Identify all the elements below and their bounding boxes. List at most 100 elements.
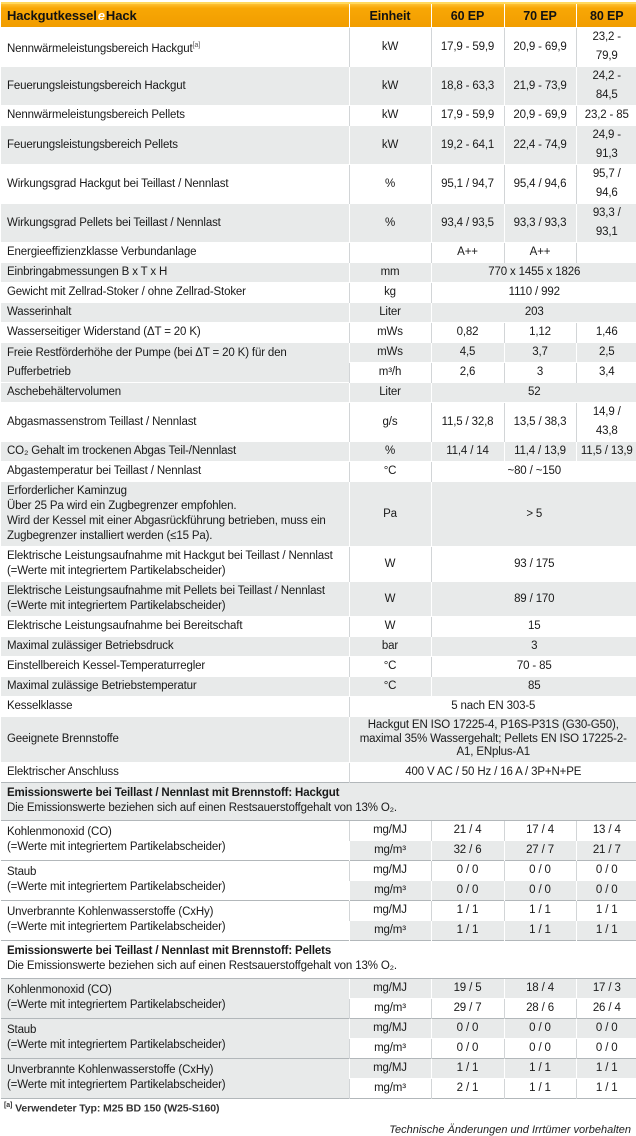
value-cell: 20,9 - 69,9 — [503, 27, 576, 67]
unit-cell: bar — [348, 636, 431, 657]
value-cell: 13,5 / 38,3 — [503, 402, 576, 442]
value-cell: 203 — [430, 302, 636, 323]
row-label: CO₂ Gehalt im trockenen Abgas Teil-/Nenn… — [1, 441, 349, 462]
row-label: Freie Restförderhöhe der Pumpe (bei ΔT =… — [1, 342, 349, 383]
value-cell: 11,4 / 14 — [430, 441, 504, 462]
value-cell: 13 / 4 — [575, 819, 636, 840]
value-cell: 1 / 1 — [503, 1057, 576, 1078]
table-row: CO₂ Gehalt im trockenen Abgas Teil-/Nenn… — [1, 441, 636, 462]
row-label: Wirkungsgrad Pellets bei Teillast / Nenn… — [1, 203, 349, 243]
value-cell: 1 / 1 — [503, 919, 576, 940]
value-cell: 0,82 — [430, 322, 504, 343]
table-row: Abgastemperatur bei Teillast / Nennlast °… — [1, 461, 636, 482]
table-row: Wirkungsgrad Pellets bei Teillast / Nenn… — [1, 203, 636, 243]
value-cell: 11,4 / 13,9 — [503, 441, 576, 462]
unit-cell: Liter — [348, 302, 431, 323]
table-row: Unverbrannte Kohlenwasserstoffe (CxHy) (=… — [1, 899, 636, 940]
title-accent-e: e — [97, 8, 105, 23]
row-label: Feuerungsleistungsbereich Hackgut — [1, 66, 349, 106]
table-row: Nennwärmeleistungsbereich Pellets kW 17,9 … — [1, 105, 636, 126]
value-cell: 93,4 / 93,5 — [430, 203, 504, 243]
value-cell: A++ — [503, 242, 576, 263]
row-label-text: Abgasmassenstrom Teillast / Nennlast — [7, 415, 197, 428]
row-label: Staub (=Werte mit integriertem Partikelab… — [1, 859, 349, 900]
value-cell: 28 / 6 — [503, 997, 576, 1018]
table-row: Maximal zulässiger Betriebsdruck bar 3 — [1, 636, 636, 657]
table-row: Wirkungsgrad Hackgut bei Teillast / Nenn… — [1, 164, 636, 204]
value-cell: 24,2 - 84,5 — [575, 66, 636, 106]
row-label-text: Nennwärmeleistungsbereich Pellets — [7, 109, 185, 121]
unit-cell: g/s — [348, 402, 431, 442]
row-label-text: Wirkungsgrad Hackgut bei Teillast / Nenn… — [7, 177, 229, 190]
value-cell: 18,8 - 63,3 — [430, 66, 504, 106]
table-row: Abgasmassenstrom Teillast / Nennlast g/s 1… — [1, 402, 636, 442]
table-row: Elektrische Leistungsaufnahme bei Bereit… — [1, 616, 636, 637]
row-label-text: Gewicht mit Zellrad-Stoker / ohne Zellra… — [7, 286, 246, 298]
value-cell: 11,5 / 13,9 — [575, 441, 636, 462]
table-row: Freie Restförderhöhe der Pumpe (bei ΔT =… — [1, 342, 636, 383]
value-cell: 0 / 0 — [503, 859, 576, 880]
value-cell: 1 / 1 — [503, 1077, 576, 1098]
row-label-text: Kohlenmonoxid (CO) — [7, 984, 112, 996]
table-row: Geeignete Brennstoffe Hackgut EN ISO 1722… — [1, 716, 636, 762]
value-cell: 93,3 / 93,3 — [503, 203, 576, 243]
table-row: Kohlenmonoxid (CO) (=Werte mit integriert… — [1, 977, 636, 1018]
value-cell: 1,46 — [575, 322, 636, 343]
row-label-text: Erforderlicher Kaminzug Über 25 Pa wird … — [7, 485, 326, 542]
row-label: Nennwärmeleistungsbereich Hackgut[a] — [1, 27, 349, 67]
value-cell: 0 / 0 — [430, 879, 504, 900]
title-prefix: Hackgutkessel — [7, 8, 97, 23]
unit-cell: mg/MJ — [348, 859, 431, 880]
unit-cell: mg/m³ — [348, 919, 431, 940]
value-cell: 22,4 - 74,9 — [503, 125, 576, 165]
column-header-80ep: 80 EP — [575, 2, 636, 28]
unit-cell: kW — [348, 105, 431, 126]
value-cell: 1 / 1 — [430, 899, 504, 920]
row-label-note: (=Werte mit integriertem Partikelabschei… — [7, 1079, 226, 1091]
row-label: Elektrischer Anschluss — [1, 761, 349, 782]
value-cell: 3,4 — [575, 362, 636, 383]
value-cell: 27 / 7 — [503, 839, 576, 860]
row-label-note: (=Werte mit integriertem Partikelabschei… — [7, 1039, 226, 1051]
section-title: Emissionswerte bei Teillast / Nennlast m… — [7, 786, 340, 799]
spec-table: HackgutkesseleHack Einheit 60 EP 70 EP 8… — [1, 2, 636, 1099]
table-header: HackgutkesseleHack Einheit 60 EP 70 EP 8… — [1, 2, 636, 28]
table-row: Feuerungsleistungsbereich Pellets kW 19,2 … — [1, 125, 636, 165]
unit-cell: mg/MJ — [348, 977, 431, 998]
value-cell: 0 / 0 — [575, 1037, 636, 1058]
value-cell: 85 — [430, 676, 636, 697]
table-row: mg/m³ 32 / 6 27 / 7 21 / 7 — [1, 839, 636, 860]
value-cell: 32 / 6 — [430, 839, 504, 860]
value-cell: A++ — [430, 242, 504, 263]
table-row: Unverbrannte Kohlenwasserstoffe (CxHy) (=… — [1, 1057, 636, 1098]
section-title: Emissionswerte bei Teillast / Nennlast m… — [7, 944, 332, 957]
row-label-text: Freie Restförderhöhe der Pumpe (bei ΔT =… — [7, 346, 287, 378]
row-label: Energieeffizienzklasse Verbundanlage — [1, 242, 349, 263]
section-subtitle: Die Emissionswerte beziehen sich auf ein… — [7, 960, 397, 972]
unit-cell: m³/h — [348, 362, 431, 383]
table-row: Elektrische Leistungsaufnahme mit Hackgu… — [1, 546, 636, 582]
footnote-ref: [a] — [192, 41, 201, 49]
value-cell: 21 / 4 — [430, 819, 504, 840]
row-label: Einbringabmessungen B x T x H — [1, 262, 349, 283]
table-row: Maximal zulässige Betriebstemperatur °C 85 — [1, 676, 636, 697]
row-label: Geeignete Brennstoffe — [1, 716, 349, 762]
value-cell: > 5 — [430, 481, 636, 547]
row-label-text: Maximal zulässige Betriebstemperatur — [7, 680, 197, 692]
title-suffix: Hack — [105, 8, 137, 23]
row-label-text: Kohlenmonoxid (CO) — [7, 826, 112, 838]
value-cell: 19,2 - 64,1 — [430, 125, 504, 165]
value-cell: 19 / 5 — [430, 977, 504, 998]
row-label: Abgastemperatur bei Teillast / Nennlast — [1, 461, 349, 482]
row-label: Aschebehältervolumen — [1, 382, 349, 403]
unit-cell — [348, 242, 431, 263]
row-label-text: Feuerungsleistungsbereich Pellets — [7, 138, 178, 151]
unit-cell: % — [348, 441, 431, 462]
section-header: Emissionswerte bei Teillast / Nennlast m… — [1, 781, 636, 820]
section-header: Emissionswerte bei Teillast / Nennlast m… — [1, 939, 636, 978]
value-cell: 15 — [430, 616, 636, 637]
value-cell: 0 / 0 — [430, 1017, 504, 1038]
table-row: Elektrische Leistungsaufnahme mit Pellet… — [1, 581, 636, 617]
